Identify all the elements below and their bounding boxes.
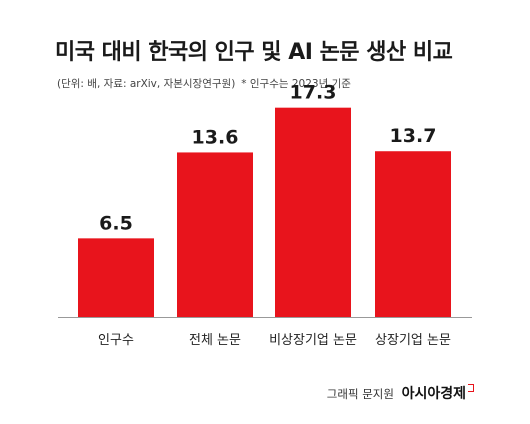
data-label-2: 13.6 — [192, 126, 239, 148]
bar-3 — [275, 107, 351, 317]
category-label-4: 상장기업 논문 — [375, 333, 451, 348]
source-note: (단위: 배, 자료: arXiv, 자본시장연구원) — [57, 78, 236, 90]
category-label-1: 인구수 — [98, 333, 134, 348]
data-label-4: 13.7 — [390, 125, 437, 147]
brand-logo: 아시아경제 — [401, 386, 466, 402]
chart-title: 미국 대비 한국의 인구 및 AI 논문 생산 비교 — [55, 40, 453, 65]
bar-2 — [177, 152, 253, 317]
bar-4 — [375, 151, 451, 317]
bar-1 — [78, 238, 154, 317]
brand-mark-icon — [468, 384, 474, 392]
chart-subtitle: (단위: 배, 자료: arXiv, 자본시장연구원) * 인구수는 2023년 … — [57, 76, 351, 91]
population-note: * 인구수는 2023년 기준 — [241, 78, 351, 90]
data-label-3: 17.3 — [290, 82, 337, 104]
data-label-1: 6.5 — [99, 212, 133, 234]
category-label-3: 비상장기업 논문 — [269, 333, 357, 348]
graphic-credit: 그래픽 문지원 — [326, 387, 394, 401]
category-label-2: 전체 논문 — [189, 333, 241, 348]
credit-line: 그래픽 문지원 아시아경제 — [327, 383, 474, 403]
